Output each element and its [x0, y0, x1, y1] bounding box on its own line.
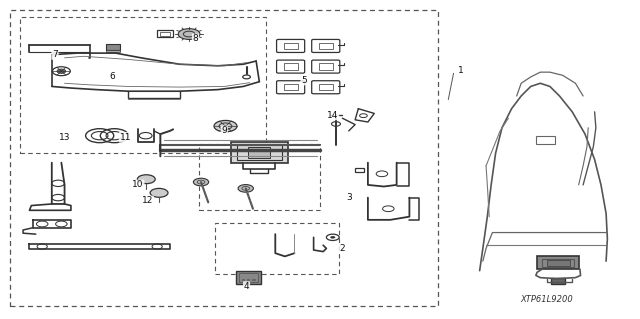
- Text: 8: 8: [193, 34, 198, 43]
- Bar: [237, 145, 282, 160]
- Text: 4: 4: [244, 282, 250, 291]
- Bar: [319, 43, 333, 49]
- Bar: [239, 273, 258, 282]
- Bar: [106, 44, 120, 50]
- Bar: [537, 256, 579, 269]
- Bar: [10, 10, 438, 306]
- Bar: [20, 17, 266, 153]
- Circle shape: [150, 189, 168, 197]
- Bar: [236, 271, 261, 284]
- Bar: [536, 136, 555, 144]
- Text: 14: 14: [327, 111, 339, 120]
- Text: 9: 9: [221, 126, 227, 135]
- Bar: [230, 142, 288, 163]
- Bar: [106, 50, 120, 51]
- Circle shape: [330, 236, 335, 239]
- Bar: [252, 279, 255, 281]
- Text: 12: 12: [142, 196, 153, 205]
- Circle shape: [178, 29, 200, 40]
- Text: XTP61L9200: XTP61L9200: [520, 295, 573, 304]
- Bar: [547, 260, 570, 266]
- Bar: [284, 43, 298, 49]
- Text: 13: 13: [59, 133, 70, 142]
- Bar: [161, 32, 170, 36]
- Bar: [319, 63, 333, 70]
- Bar: [551, 278, 565, 284]
- Text: 10: 10: [132, 181, 144, 189]
- Bar: [214, 223, 339, 274]
- Text: 11: 11: [120, 133, 131, 142]
- Bar: [247, 279, 250, 281]
- Text: 2: 2: [340, 244, 345, 253]
- Bar: [542, 259, 574, 267]
- Bar: [242, 279, 245, 281]
- Circle shape: [138, 175, 156, 184]
- Text: 6: 6: [109, 72, 115, 81]
- Bar: [198, 144, 320, 210]
- Bar: [355, 168, 364, 172]
- Bar: [284, 63, 298, 70]
- Circle shape: [57, 69, 66, 73]
- Text: 1: 1: [458, 66, 463, 75]
- Text: 5: 5: [301, 76, 307, 85]
- Bar: [319, 84, 333, 90]
- Bar: [248, 147, 270, 158]
- Bar: [284, 84, 298, 90]
- Circle shape: [193, 178, 209, 186]
- Text: 3: 3: [346, 193, 351, 202]
- Text: 7: 7: [52, 50, 58, 59]
- Circle shape: [238, 185, 253, 192]
- Bar: [157, 30, 173, 37]
- Circle shape: [214, 121, 237, 132]
